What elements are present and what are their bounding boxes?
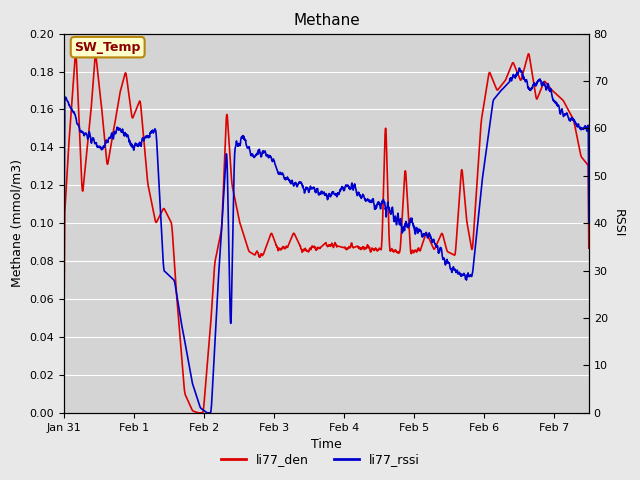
Legend: li77_den, li77_rssi: li77_den, li77_rssi (216, 448, 424, 471)
Y-axis label: RSSI: RSSI (611, 209, 625, 238)
Text: SW_Temp: SW_Temp (74, 41, 141, 54)
Title: Methane: Methane (293, 13, 360, 28)
X-axis label: Time: Time (311, 438, 342, 451)
Y-axis label: Methane (mmol/m3): Methane (mmol/m3) (11, 159, 24, 287)
